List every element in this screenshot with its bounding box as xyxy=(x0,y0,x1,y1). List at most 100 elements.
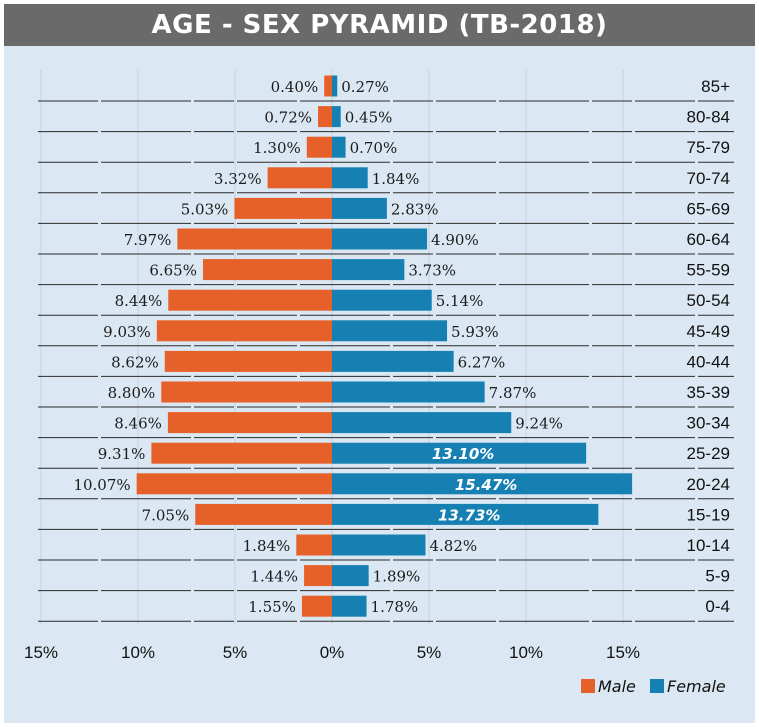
chart-frame: AGE - SEX PYRAMID (TB-2018) 0.40% 0.27% 85… xyxy=(4,4,755,723)
female-value-label: 1.84% xyxy=(372,170,420,188)
age-group-label: 35-39 xyxy=(687,383,730,402)
male-bar xyxy=(301,595,332,617)
male-value-label: 0.72% xyxy=(264,109,312,127)
male-value-label: 9.31% xyxy=(98,445,146,463)
male-bar xyxy=(167,412,332,434)
female-bar xyxy=(332,75,338,97)
male-value-label: 8.46% xyxy=(114,415,162,433)
male-bar xyxy=(168,289,332,311)
female-bar xyxy=(332,167,368,189)
female-value-label: 13.10% xyxy=(432,445,494,463)
male-bar xyxy=(156,320,332,342)
male-value-label: 1.84% xyxy=(243,537,291,555)
male-value-label: 10.07% xyxy=(73,476,130,494)
age-group-label: 40-44 xyxy=(687,352,730,371)
female-value-label: 4.90% xyxy=(431,231,479,249)
female-bar xyxy=(332,228,428,250)
male-value-label: 1.30% xyxy=(253,139,301,157)
age-group-label: 55-59 xyxy=(687,261,730,280)
male-value-label: 9.03% xyxy=(103,323,151,341)
x-tick-label: 5% xyxy=(223,643,248,662)
male-value-label: 0.40% xyxy=(271,78,319,96)
female-bar xyxy=(332,136,346,158)
male-bar xyxy=(324,75,332,97)
female-bar xyxy=(332,320,448,342)
male-bar xyxy=(164,350,332,372)
male-value-label: 1.44% xyxy=(250,568,298,586)
female-bar xyxy=(332,595,367,617)
male-value-label: 8.44% xyxy=(115,292,163,310)
age-group-label: 0-4 xyxy=(705,597,730,616)
male-bar xyxy=(177,228,332,250)
x-tick-label: 10% xyxy=(121,643,155,662)
male-value-label: 6.65% xyxy=(149,262,197,280)
female-bar xyxy=(332,259,405,281)
female-bar xyxy=(332,350,454,372)
male-value-label: 7.05% xyxy=(142,506,190,524)
age-group-label: 45-49 xyxy=(687,322,730,341)
male-value-label: 7.97% xyxy=(124,231,172,249)
age-group-label: 65-69 xyxy=(687,199,730,218)
male-value-label: 3.32% xyxy=(214,170,262,188)
female-bar xyxy=(332,197,387,219)
female-bar xyxy=(332,106,341,128)
male-bar xyxy=(136,473,332,495)
age-group-label: 70-74 xyxy=(687,169,730,188)
male-bar xyxy=(161,381,332,403)
male-bar xyxy=(318,106,332,128)
chart-title: AGE - SEX PYRAMID (TB-2018) xyxy=(4,4,755,46)
grid xyxy=(38,70,734,624)
age-group-label: 75-79 xyxy=(687,138,730,157)
x-tick-label: 5% xyxy=(417,643,442,662)
legend-male-label: Male xyxy=(598,677,636,696)
legend-female-swatch xyxy=(650,679,664,693)
age-group-label: 60-64 xyxy=(687,230,730,249)
male-bar xyxy=(296,534,332,556)
x-tick-label: 15% xyxy=(606,643,640,662)
female-value-label: 3.73% xyxy=(408,262,456,280)
male-value-label: 8.80% xyxy=(108,384,156,402)
age-group-label: 5-9 xyxy=(705,567,730,586)
age-group-label: 10-14 xyxy=(687,536,730,555)
legend-male-swatch xyxy=(581,679,595,693)
female-bar xyxy=(332,473,633,495)
female-value-label: 0.70% xyxy=(350,139,398,157)
male-bar xyxy=(202,259,332,281)
female-bar xyxy=(332,442,587,464)
bars xyxy=(136,75,633,617)
female-bar xyxy=(332,381,485,403)
age-group-label: 15-19 xyxy=(687,505,730,524)
female-value-label: 7.87% xyxy=(489,384,537,402)
female-value-label: 6.27% xyxy=(458,353,506,371)
female-value-label: 9.24% xyxy=(515,415,563,433)
age-group-label: 25-29 xyxy=(687,444,730,463)
female-bar xyxy=(332,565,369,587)
male-value-label: 8.62% xyxy=(111,353,159,371)
female-value-label: 0.27% xyxy=(341,78,389,96)
female-bar xyxy=(332,289,432,311)
age-group-label: 80-84 xyxy=(687,108,730,127)
male-bar xyxy=(151,442,332,464)
x-tick-label: 0% xyxy=(320,643,345,662)
pyramid-chart: 0.40% 0.27% 85+ 0.72% 0.45% 80-84 1.30% 0.70% 75… xyxy=(24,70,734,696)
female-bar xyxy=(332,534,426,556)
female-bar xyxy=(332,503,599,525)
female-value-label: 13.73% xyxy=(438,506,500,524)
x-tick-label: 10% xyxy=(509,643,543,662)
male-value-label: 1.55% xyxy=(248,598,296,616)
male-bar xyxy=(306,136,332,158)
age-group-label: 20-24 xyxy=(687,475,730,494)
male-bar xyxy=(267,167,332,189)
female-value-label: 5.93% xyxy=(451,323,499,341)
female-value-label: 4.82% xyxy=(430,537,478,555)
male-bar xyxy=(234,197,332,219)
age-group-label: 50-54 xyxy=(687,291,730,310)
female-value-label: 5.14% xyxy=(436,292,484,310)
age-group-label: 85+ xyxy=(701,77,730,96)
female-value-label: 2.83% xyxy=(391,200,439,218)
male-bar xyxy=(304,565,332,587)
female-bar xyxy=(332,412,512,434)
x-tick-label: 15% xyxy=(24,643,58,662)
x-axis: 15% 10% 5% 0% 5% 10% 15% xyxy=(24,643,640,662)
legend-female-label: Female xyxy=(667,677,726,696)
